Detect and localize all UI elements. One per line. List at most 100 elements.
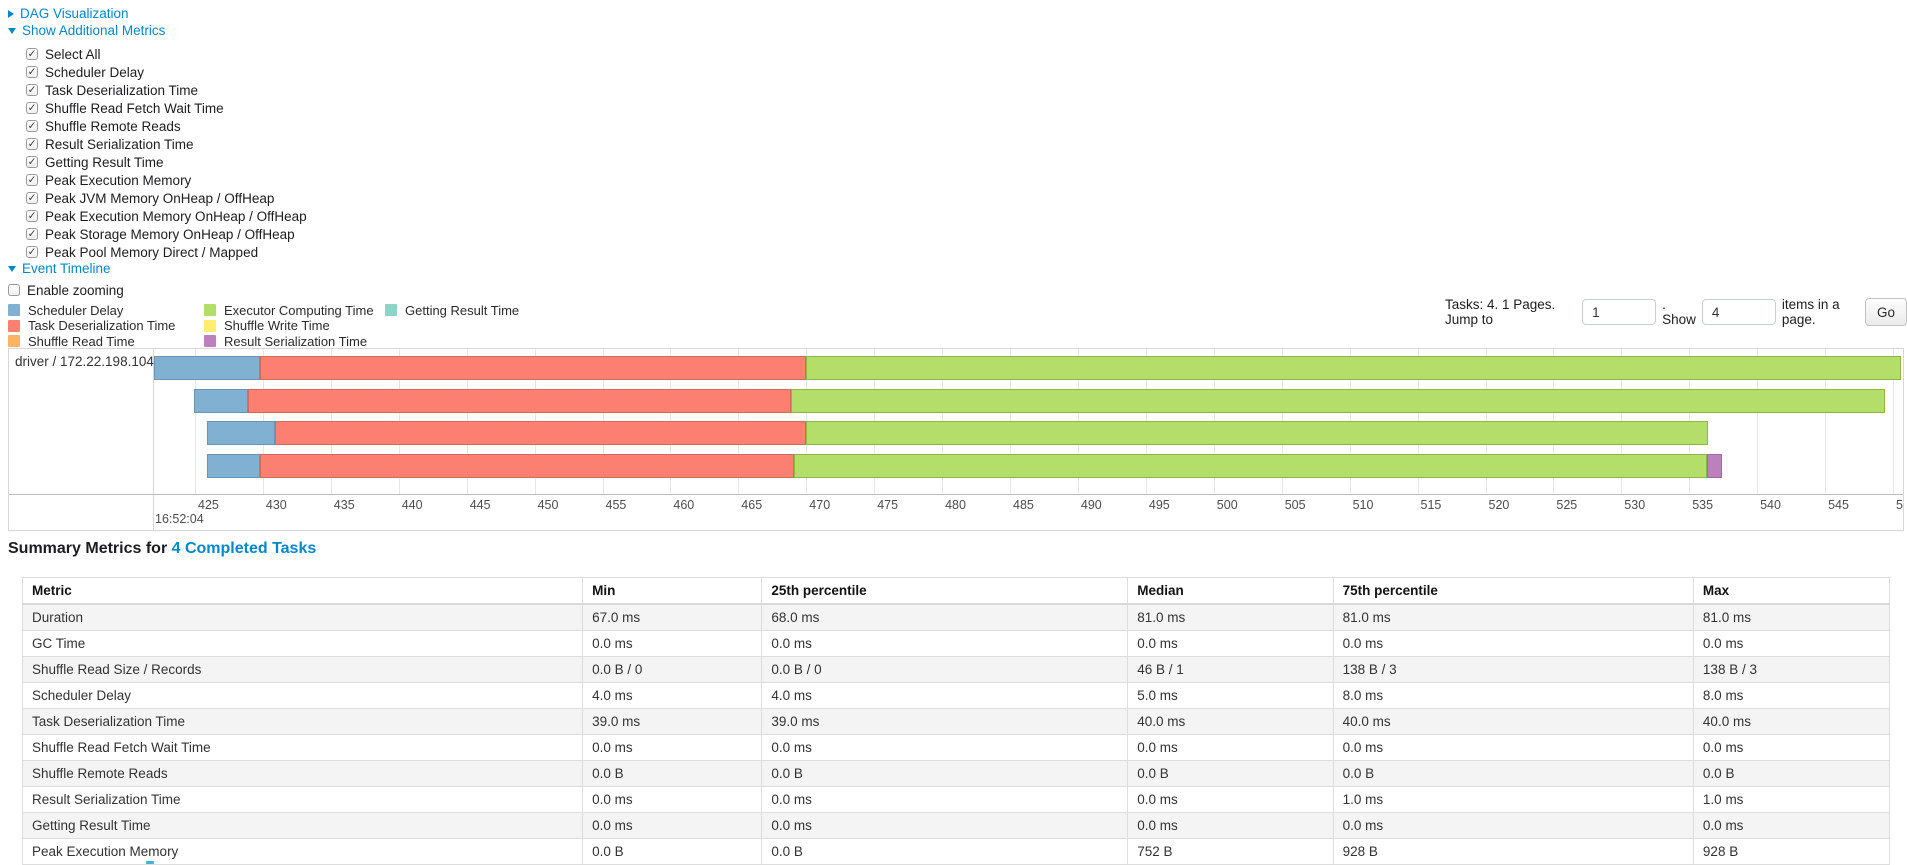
metric-checkbox[interactable]: ✓ [26, 83, 38, 96]
metric-value-cell: 752 B [1127, 838, 1334, 865]
metric-value-cell: 0.0 ms [582, 630, 763, 657]
metric-value-cell: 0.0 B [761, 760, 1129, 787]
metric-checkbox[interactable]: ✓ [26, 47, 38, 60]
legend-item: Result Serialization Time [204, 333, 374, 349]
task-bar-segment-scheduler_delay[interactable] [207, 421, 276, 445]
metric-checkbox-row: ✓ Peak Execution Memory [26, 171, 307, 189]
metric-checkbox-label: Peak Storage Memory OnHeap / OffHeap [45, 226, 295, 242]
summary-heading-prefix: Summary Metrics for [8, 540, 172, 557]
result_serialization-swatch [204, 335, 216, 347]
axis-tick-label: 480 [945, 498, 966, 512]
metric-checkbox-row: ✓ Peak JVM Memory OnHeap / OffHeap [26, 189, 307, 207]
metric-value-cell: 4.0 ms [761, 682, 1129, 709]
legend-item: Getting Result Time [385, 303, 519, 318]
dag-visualization-toggle[interactable]: DAG Visualization [8, 6, 129, 21]
deserialization-swatch [8, 319, 20, 332]
task-bar-segment-deserialization[interactable] [275, 421, 807, 445]
column-header-max: Max [1692, 577, 1891, 605]
metric-checkbox[interactable]: ✓ [26, 245, 38, 258]
event-timeline-chart: driver / 172.22.198.104 16:52:04 425 430 4… [8, 348, 1904, 531]
metric-checkbox-label: Peak Pool Memory Direct / Mapped [45, 244, 259, 260]
metric-value-cell: 40.0 ms [1127, 708, 1334, 735]
gridline [1893, 349, 1894, 494]
metric-value-cell: 0.0 ms [761, 630, 1129, 657]
axis-tick-label: 540 [1760, 498, 1781, 512]
metric-value-cell: 40.0 ms [1332, 708, 1694, 735]
metric-name-cell: Duration [21, 603, 584, 631]
event-timeline-label: Event Timeline [22, 261, 111, 276]
axis-tick-label: 440 [401, 498, 423, 512]
table-row: Peak Execution Memory 0.0 B 0.0 B 752 B 928 … [21, 838, 1891, 865]
metric-value-cell: 81.0 ms [1692, 603, 1891, 631]
task-bar-segment-deserialization[interactable] [248, 388, 792, 413]
table-row: Shuffle Read Size / Records 0.0 B / 0 0.0 … [21, 656, 1891, 683]
metric-value-cell: 0.0 ms [761, 812, 1129, 839]
metric-checkbox-label: Peak JVM Memory OnHeap / OffHeap [45, 190, 275, 206]
metric-checkbox[interactable]: ✓ [26, 65, 38, 78]
event-timeline-toggle[interactable]: Event Timeline [8, 261, 111, 276]
metric-value-cell: 67.0 ms [582, 603, 763, 631]
metric-value-cell: 0.0 ms [1692, 734, 1891, 761]
metric-value-cell: 0.0 ms [1692, 630, 1891, 657]
metric-value-cell: 68.0 ms [761, 603, 1129, 631]
axis-tick-label: 520 [1488, 498, 1510, 512]
axis-tick-label: 500 [1216, 498, 1238, 512]
metric-checkbox[interactable]: ✓ [26, 191, 38, 204]
metric-name-cell: GC Time [21, 630, 584, 657]
metric-checkbox[interactable]: ✓ [26, 155, 38, 168]
task-bar-segment-result_serialization[interactable] [1706, 453, 1722, 478]
metric-checkbox[interactable]: ✓ [26, 119, 38, 132]
show-additional-metrics-toggle[interactable]: Show Additional Metrics [8, 23, 165, 38]
legend-item: Task Deserialization Time [8, 318, 175, 333]
axis-tick-label: 490 [1080, 498, 1102, 512]
go-button[interactable]: Go [1864, 298, 1907, 326]
task-bar-segment-executor_computing[interactable] [806, 421, 1709, 445]
task-bar-segment-executor_computing[interactable] [806, 356, 1902, 380]
metric-checkbox[interactable]: ✓ [26, 101, 38, 114]
items-per-page-input[interactable] [1701, 299, 1776, 325]
metric-value-cell: 0.0 B [1127, 760, 1334, 787]
additional-metrics-checkbox-list: ✓ Select All ✓ Scheduler Delay ✓ Task Deseria… [26, 45, 307, 261]
task-bar-segment-deserialization[interactable] [260, 356, 807, 380]
axis-tick-label: 515 [1420, 498, 1442, 512]
next-section-clipped-sliver [146, 861, 154, 864]
summary-metrics-table: Metric Min 25th percentile Median 75th perce… [21, 577, 1891, 865]
task-bar-segment-deserialization[interactable] [260, 453, 795, 478]
task-bar-segment-scheduler_delay[interactable] [153, 356, 261, 380]
enable-zooming-checkbox[interactable] [8, 284, 20, 296]
metric-value-cell: 0.0 B / 0 [761, 656, 1129, 683]
metric-checkbox[interactable]: ✓ [26, 209, 38, 222]
metric-value-cell: 40.0 ms [1692, 708, 1891, 735]
task-bar-segment-scheduler_delay[interactable] [207, 453, 261, 478]
axis-tick-label: 525 [1556, 498, 1578, 512]
metric-checkbox-row: ✓ Getting Result Time [26, 153, 307, 171]
jump-to-page-input[interactable] [1582, 299, 1657, 325]
metric-checkbox[interactable]: ✓ [26, 227, 38, 240]
task-bar-segment-scheduler_delay[interactable] [193, 388, 248, 413]
timeline-time-of-day-label: 16:52:04 [155, 512, 204, 526]
metric-name-cell: Task Deserialization Time [21, 708, 584, 735]
axis-tick-label: 425 [198, 498, 219, 512]
metric-checkbox[interactable]: ✓ [26, 137, 38, 150]
metric-value-cell: 81.0 ms [1332, 603, 1694, 631]
metric-checkbox-label: Peak Execution Memory OnHeap / OffHeap [45, 208, 307, 224]
task-bar-segment-executor_computing[interactable] [794, 453, 1707, 478]
metric-value-cell: 0.0 B [761, 838, 1129, 865]
metric-value-cell: 8.0 ms [1332, 682, 1694, 709]
metric-checkbox[interactable]: ✓ [26, 173, 38, 186]
completed-tasks-link[interactable]: 4 Completed Tasks [171, 540, 317, 557]
metric-checkbox-label: Shuffle Read Fetch Wait Time [45, 100, 224, 116]
axis-tick-label: 505 [1284, 498, 1306, 512]
task-bar-segment-executor_computing[interactable] [791, 388, 1885, 413]
metric-value-cell: 8.0 ms [1692, 682, 1891, 709]
legend-item: Executor Computing Time [204, 303, 374, 318]
legend-item-label: Result Serialization Time [224, 333, 368, 349]
table-row: Task Deserialization Time 39.0 ms 39.0 ms 4… [21, 708, 1891, 735]
axis-tick-label: 460 [673, 498, 695, 512]
enable-zooming-label: Enable zooming [27, 282, 124, 298]
metric-value-cell: 0.0 ms [1127, 734, 1334, 761]
getting_result-swatch [385, 304, 397, 316]
metric-value-cell: 0.0 ms [761, 786, 1129, 813]
axis-tick-label: 510 [1352, 498, 1374, 512]
legend-item-label: Scheduler Delay [28, 302, 124, 318]
